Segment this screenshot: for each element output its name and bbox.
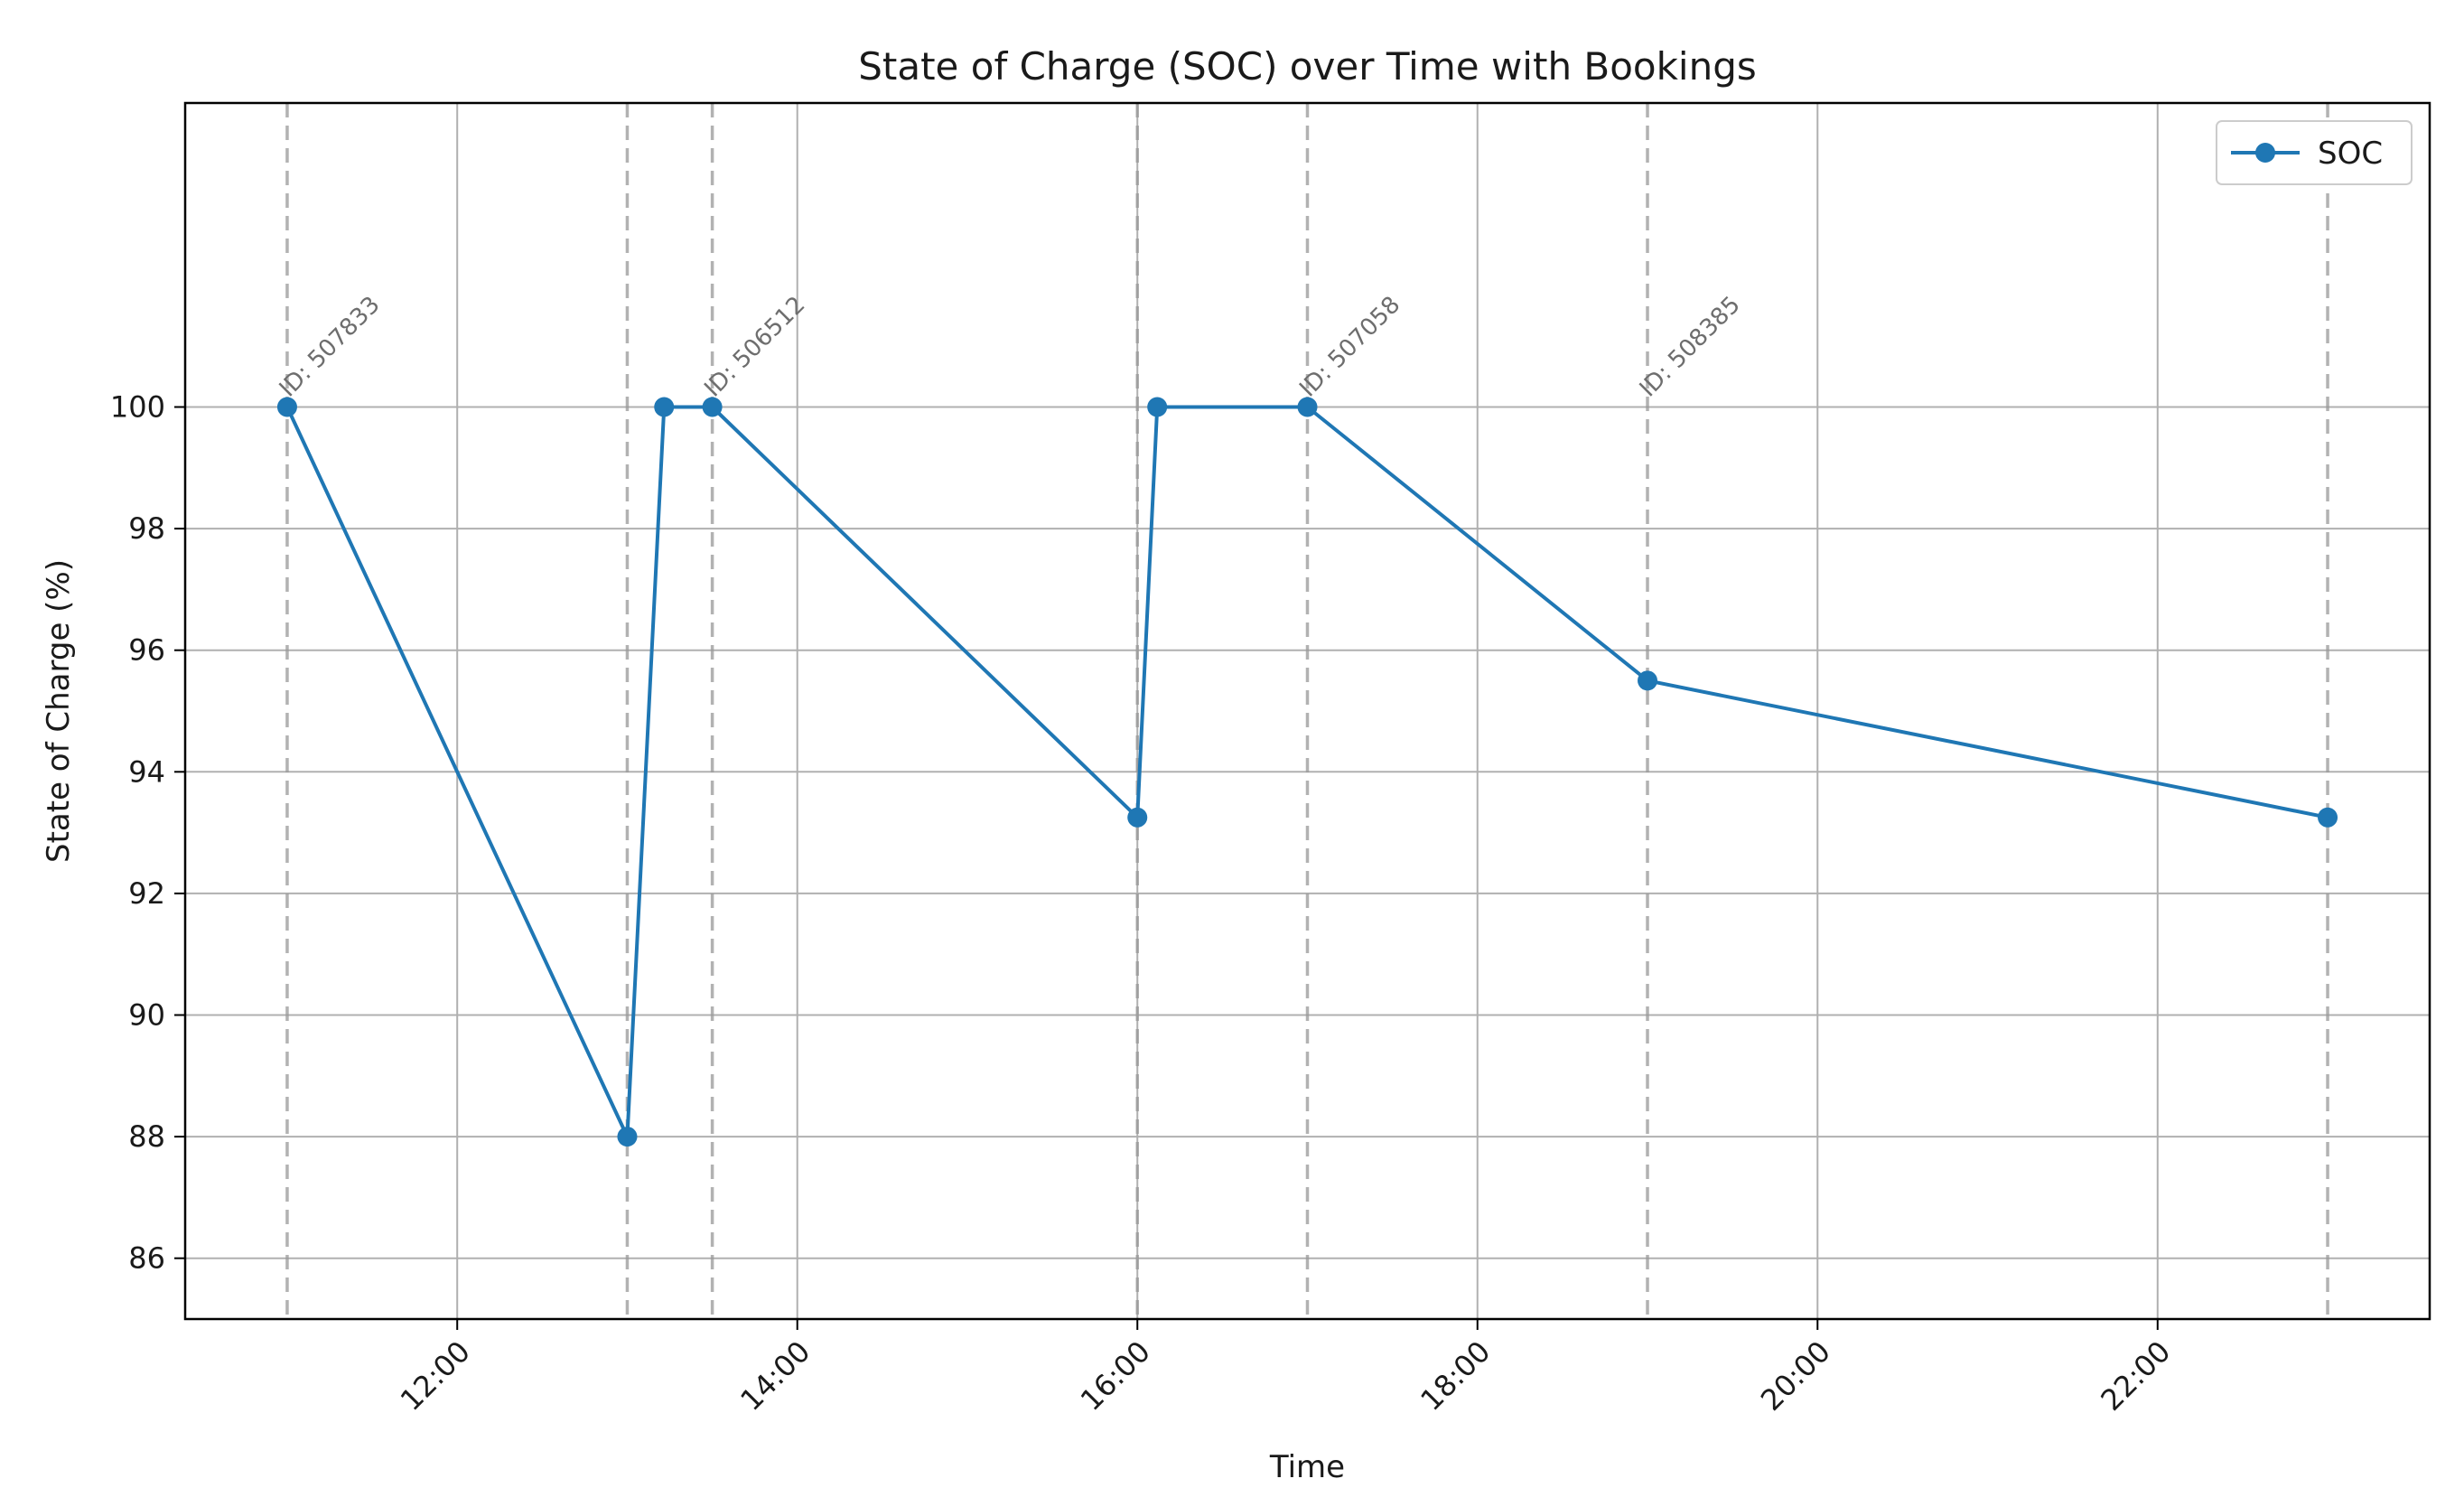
x-tick-label: 22:00 xyxy=(2094,1334,2177,1418)
soc-point xyxy=(2318,807,2338,828)
y-tick-label: 98 xyxy=(128,511,165,546)
booking-id-label: ID: 508385 xyxy=(1635,291,1746,402)
soc-point xyxy=(276,397,297,417)
booking-annotations: ID: 507833 ID: 506512 ID: 507058 ID: 508385 xyxy=(275,291,1746,402)
soc-point xyxy=(1127,807,1148,828)
y-tick-label: 90 xyxy=(128,998,165,1033)
booking-id-label: ID: 507833 xyxy=(275,291,386,402)
chart-title: State of Charge (SOC) over Time with Boo… xyxy=(858,44,1757,89)
booking-id-label: ID: 506512 xyxy=(699,291,810,402)
series-soc xyxy=(276,397,2338,1147)
x-tick-label: 18:00 xyxy=(1414,1334,1497,1418)
x-tick-label: 14:00 xyxy=(733,1334,817,1418)
plot-frame xyxy=(183,101,2431,1321)
x-axis-ticks: 12:00 14:00 16:00 18:00 20:00 22:00 xyxy=(394,1319,2177,1418)
x-tick-label: 16:00 xyxy=(1074,1334,1157,1418)
legend-label: SOC xyxy=(2318,136,2383,172)
y-tick-label: 94 xyxy=(128,754,165,789)
x-axis-label: Time xyxy=(1269,1449,1345,1485)
soc-point xyxy=(1297,397,1318,417)
y-tick-label: 92 xyxy=(128,876,165,911)
soc-point xyxy=(617,1127,638,1147)
soc-point xyxy=(702,397,723,417)
legend-marker-swatch xyxy=(2255,143,2275,163)
x-tick-label: 20:00 xyxy=(1754,1334,1837,1418)
soc-point xyxy=(654,397,675,417)
soc-point xyxy=(1638,670,1658,691)
y-tick-label: 100 xyxy=(110,390,165,425)
legend-box xyxy=(2216,120,2413,185)
soc-point xyxy=(1147,397,1168,417)
x-tick-label: 12:00 xyxy=(394,1334,477,1418)
y-tick-label: 88 xyxy=(128,1119,165,1154)
y-tick-label: 96 xyxy=(128,633,165,668)
y-axis-ticks: 86 88 90 92 94 96 98 100 xyxy=(110,390,185,1276)
y-axis-label: State of Charge (%) xyxy=(41,559,77,863)
y-tick-label: 86 xyxy=(128,1241,165,1276)
legend: SOC xyxy=(2216,120,2413,185)
booking-id-label: ID: 507058 xyxy=(1294,291,1405,402)
